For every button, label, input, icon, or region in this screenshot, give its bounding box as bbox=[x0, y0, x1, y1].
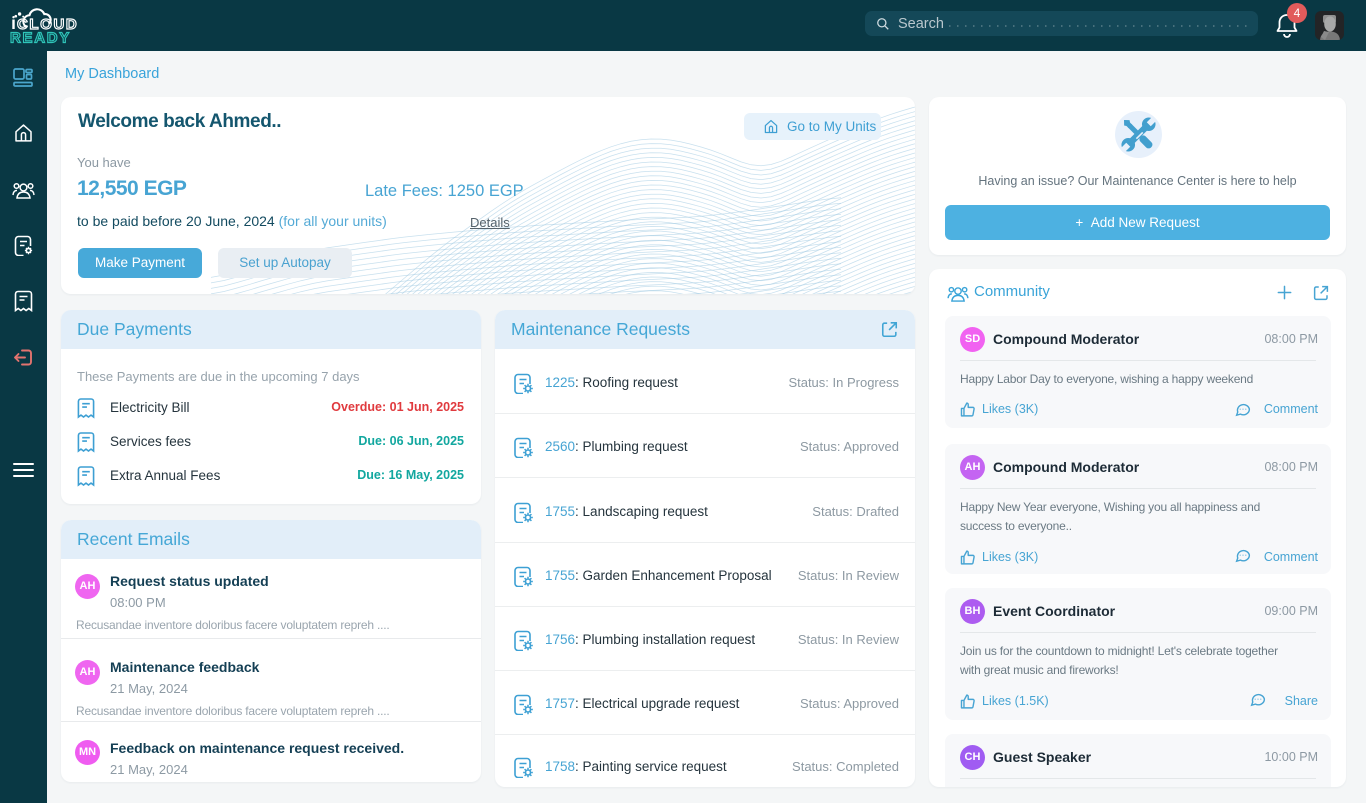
svg-text:READY: READY bbox=[10, 30, 71, 47]
svg-text:CLOUD: CLOUD bbox=[17, 16, 78, 33]
